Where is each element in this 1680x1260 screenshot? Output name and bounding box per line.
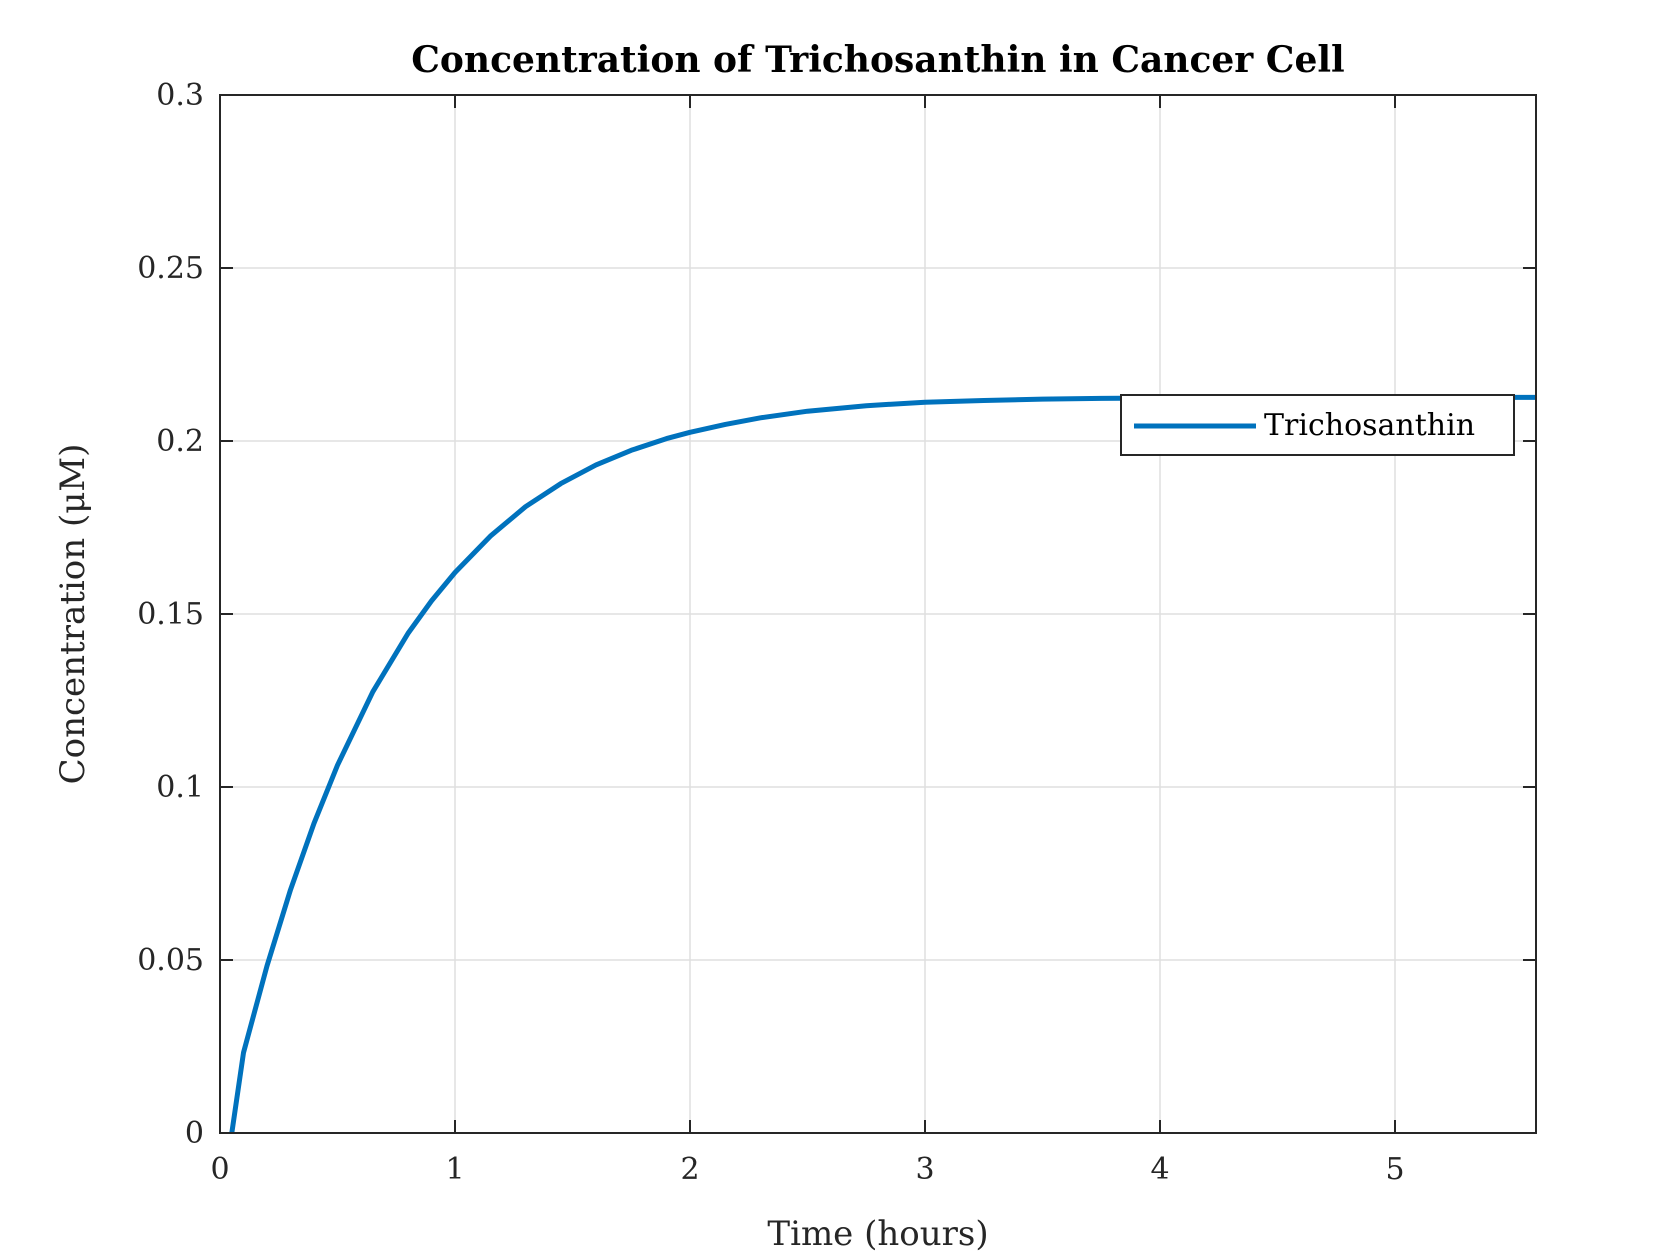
x-tick-labels: 0 1 2 3 4 5 [210,1152,1404,1187]
x-tick-label: 5 [1385,1152,1404,1187]
plot-frame [219,94,1537,1134]
y-tick-label: 0.2 [156,424,204,459]
y-tick-label: 0.25 [137,251,204,286]
legend-label-trichosanthin: Trichosanthin [1264,408,1475,443]
x-tick-label: 2 [680,1152,699,1187]
y-tick-label: 0 [185,1116,204,1151]
legend: Trichosanthin [1120,394,1515,456]
y-tick-labels: 0 0.05 0.1 0.15 0.2 0.25 0.3 [137,78,204,1151]
x-tick-label: 0 [210,1152,229,1187]
y-tick-label: 0.3 [156,78,204,113]
y-axis-label: Concentration (μM) [53,444,93,785]
y-tick-label: 0.1 [156,770,204,805]
chart-title: Concentration of Trichosanthin in Cancer… [411,39,1344,81]
x-axis-label: Time (hours) [767,1214,988,1254]
x-tick-label: 4 [1150,1152,1169,1187]
x-tick-label: 3 [915,1152,934,1187]
y-tick-label: 0.15 [137,597,204,632]
y-tick-label: 0.05 [137,943,204,978]
x-tick-label: 1 [445,1152,464,1187]
